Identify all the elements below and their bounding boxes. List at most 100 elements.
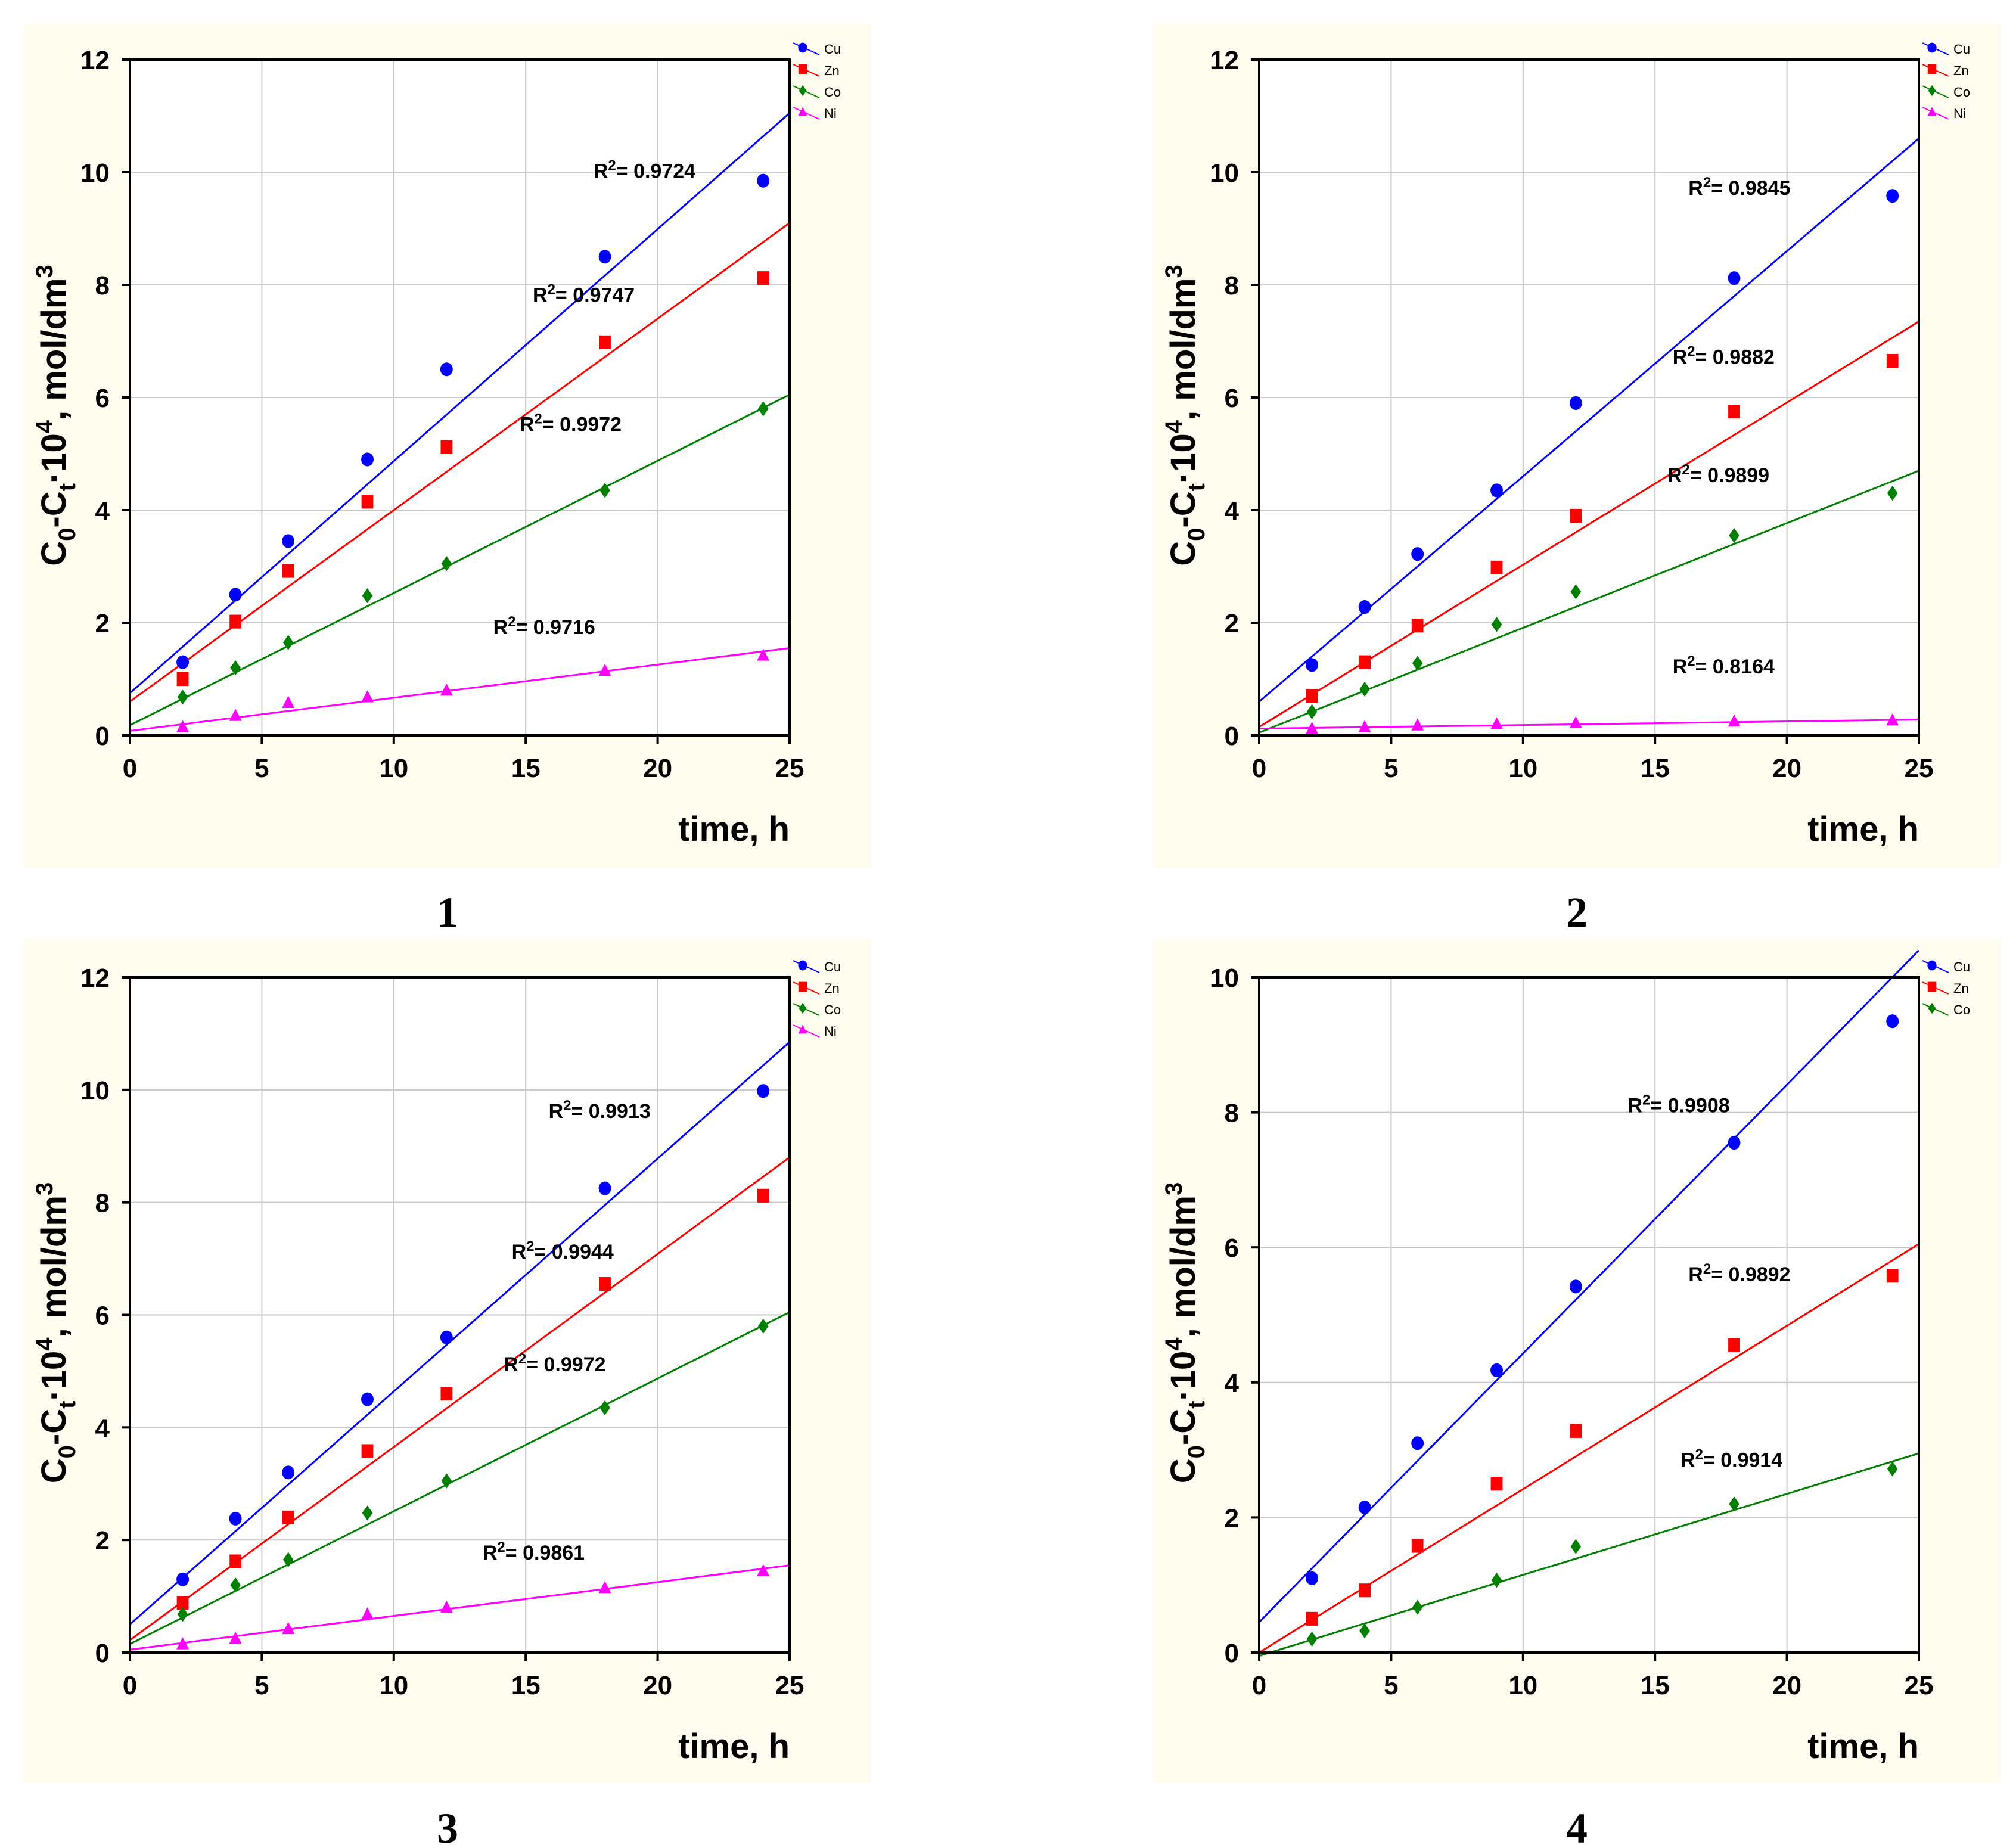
data-point-cu [1358, 1500, 1371, 1514]
data-point-ni [1728, 714, 1741, 727]
plot-frame [1258, 976, 1920, 1654]
y-axis-title: C0-Ct·104, mol/dm3 [32, 1182, 80, 1483]
r2-superscript: 2 [508, 614, 515, 630]
data-point-ni [361, 690, 374, 703]
r2-symbol: R [1688, 1263, 1703, 1286]
x-axis-title: time, h [678, 810, 790, 849]
data-point-cu [1411, 547, 1424, 561]
y-axis-title-part: C [1164, 1458, 1203, 1483]
x-tick-label: 0 [123, 754, 137, 783]
y-tick-label: 2 [1225, 609, 1239, 638]
legend-marker-cu [1927, 42, 1937, 53]
data-point-cu [176, 1572, 190, 1586]
legend-marker-co [799, 1002, 807, 1014]
r2-value: = 0.9914 [1703, 1449, 1782, 1471]
panel-number: 4 [1566, 1804, 1588, 1845]
data-point-co [230, 1577, 241, 1593]
r2-superscript: 2 [1682, 462, 1689, 478]
y-axis-title-part: ·10 [35, 433, 73, 483]
fit-line-ni [1259, 719, 1919, 730]
x-tick-label: 15 [1641, 1671, 1670, 1700]
y-axis-title-part: 4 [32, 420, 58, 433]
data-point-zn [757, 1188, 769, 1203]
legend-line-ni [1922, 107, 1949, 120]
r2-value: = 0.9747 [555, 284, 635, 306]
data-point-co [177, 1607, 188, 1622]
data-point-co [1887, 486, 1898, 501]
r2-label-cu: R2= 0.9913 [549, 1098, 651, 1123]
fit-line-ni [129, 1564, 790, 1651]
data-point-co [599, 483, 610, 498]
data-point-co [1491, 1573, 1502, 1588]
data-point-cu [1886, 1014, 1899, 1029]
x-tick-label: 10 [1508, 1671, 1537, 1700]
data-point-zn [1411, 1539, 1424, 1553]
r2-superscript: 2 [608, 157, 616, 173]
data-point-cu [757, 1084, 770, 1098]
data-point-zn [176, 1596, 189, 1610]
legend-marker-ni [798, 107, 807, 116]
r2-superscript: 2 [548, 281, 555, 297]
data-point-zn [440, 1387, 453, 1401]
data-point-co [757, 1318, 769, 1334]
data-point-ni [1569, 716, 1582, 729]
legend-marker-cu [1927, 960, 1937, 971]
y-tick-label: 6 [1225, 384, 1239, 413]
data-point-cu [229, 1511, 242, 1526]
legend: Cu Zn Co Ni [793, 42, 841, 121]
legend-label-co: Co [1953, 1002, 1970, 1017]
r2-symbol: R [1673, 346, 1688, 368]
data-point-ni [598, 663, 611, 676]
y-tick-label: 4 [1225, 1369, 1240, 1398]
y-axis-title-part: t [54, 483, 80, 491]
data-point-zn [176, 672, 189, 687]
data-point-zn [229, 614, 242, 629]
r2-symbol: R [504, 1353, 518, 1376]
data-point-ni [1306, 722, 1319, 734]
legend-marker-zn [798, 981, 807, 992]
data-point-co [1887, 1461, 1898, 1477]
y-tick-label: 10 [1210, 159, 1239, 188]
data-point-ni [176, 720, 190, 732]
data-point-co [599, 1400, 610, 1415]
x-tick-label: 25 [1905, 1671, 1934, 1700]
panel-number: 3 [437, 1804, 458, 1845]
data-point-co [757, 401, 769, 417]
data-point-cu [1569, 396, 1582, 410]
data-point-co [1359, 1623, 1370, 1639]
y-axis-title-part: 3 [1161, 265, 1187, 278]
data-point-cu [598, 250, 611, 264]
legend-marker-cu [798, 42, 807, 53]
r2-value: = 0.9882 [1695, 346, 1775, 368]
y-axis-title-part: C [35, 541, 73, 566]
r2-superscript: 2 [526, 1238, 534, 1254]
r2-superscript: 2 [534, 411, 542, 427]
fit-line-co [129, 1311, 790, 1645]
data-point-cu [361, 1392, 374, 1406]
data-point-ni [282, 695, 295, 708]
data-point-zn [757, 271, 769, 285]
r2-label-ni: R2= 0.9861 [483, 1539, 585, 1564]
y-tick-label: 0 [1225, 722, 1239, 751]
data-point-ni [229, 1631, 242, 1644]
data-point-zn [1306, 689, 1318, 703]
data-point-co [282, 635, 294, 650]
legend: Cu Zn Co [1922, 959, 1970, 1017]
data-point-zn [1490, 1477, 1503, 1491]
data-point-zn [1359, 655, 1371, 669]
r2-superscript: 2 [1687, 343, 1695, 359]
r2-superscript: 2 [563, 1098, 571, 1114]
panel-number: 1 [437, 889, 458, 936]
data-point-ni [440, 683, 453, 696]
data-point-cu [598, 1181, 611, 1195]
data-point-ni [1411, 718, 1424, 731]
x-tick-label: 25 [775, 754, 804, 783]
y-axis-title-part: 0 [54, 528, 80, 541]
r2-label-cu: R2= 0.9724 [594, 157, 695, 182]
x-axis-title: time, h [678, 1727, 790, 1766]
r2-symbol: R [512, 1241, 527, 1263]
r2-label-cu: R2= 0.9908 [1627, 1092, 1729, 1117]
r2-label-ni: R2= 0.8164 [1673, 653, 1775, 678]
data-point-zn [1728, 1338, 1740, 1353]
y-axis-title-part: -C [35, 1409, 73, 1445]
